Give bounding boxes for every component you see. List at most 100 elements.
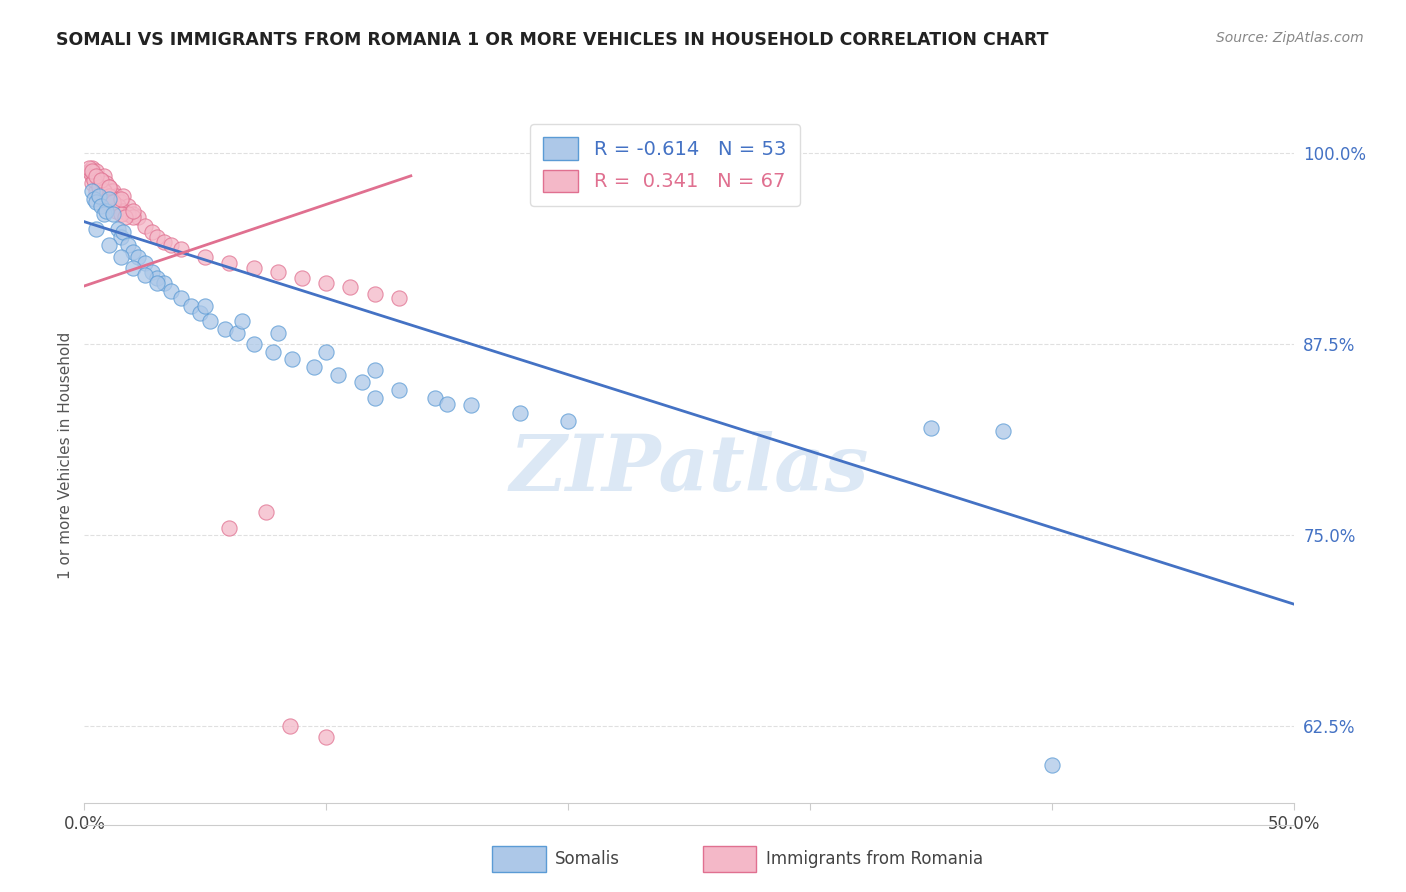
Point (315, 730, 337, 744)
Point (90, 188, 112, 202)
Point (87, 188, 110, 202)
Point (121, 204, 143, 219)
Point (121, 245, 143, 260)
Point (110, 192, 132, 206)
Point (281, 352, 304, 367)
Point (262, 344, 284, 359)
Point (114, 210, 136, 224)
Point (97, 237, 120, 252)
Point (509, 406, 531, 420)
Point (190, 306, 212, 320)
Point (100, 184, 122, 198)
Point (153, 276, 176, 290)
Point (103, 194, 125, 209)
Point (93, 184, 115, 198)
Point (315, 344, 337, 359)
Y-axis label: 1 or more Vehicles in Household: 1 or more Vehicles in Household (58, 331, 73, 579)
Point (117, 207, 139, 221)
Point (134, 219, 156, 234)
Point (267, 265, 290, 279)
Point (352, 376, 374, 390)
Point (83, 173, 105, 187)
Point (315, 276, 337, 290)
Point (339, 280, 361, 294)
Point (110, 207, 132, 221)
Point (97, 179, 120, 194)
Point (86, 194, 108, 209)
Point (194, 250, 217, 264)
Text: Somalis: Somalis (555, 850, 620, 868)
Point (363, 363, 385, 377)
Point (460, 398, 482, 412)
Point (141, 265, 163, 279)
Point (86, 164, 108, 178)
Point (77, 161, 100, 176)
Point (110, 230, 132, 244)
Point (97, 192, 120, 206)
Point (920, 421, 942, 435)
Legend: R = -0.614   N = 53, R =  0.341   N = 67: R = -0.614 N = 53, R = 0.341 N = 67 (530, 124, 800, 205)
Point (112, 226, 135, 240)
Point (121, 210, 143, 224)
Point (146, 276, 169, 290)
Point (93, 184, 115, 198)
Point (225, 326, 247, 341)
Point (153, 235, 176, 249)
Point (93, 169, 115, 183)
Point (97, 188, 120, 202)
Point (141, 226, 163, 240)
Point (94, 194, 117, 209)
Point (107, 192, 129, 206)
Point (214, 322, 236, 336)
Point (146, 230, 169, 244)
Point (104, 188, 127, 202)
Point (97, 179, 120, 194)
Point (127, 250, 149, 264)
Point (267, 326, 290, 341)
Point (80, 161, 103, 176)
Point (83, 173, 105, 187)
Point (103, 194, 125, 209)
Point (93, 207, 115, 221)
Point (112, 204, 135, 219)
Point (134, 268, 156, 283)
Point (146, 271, 169, 285)
Point (103, 184, 125, 198)
Text: ZIPatlas: ZIPatlas (509, 431, 869, 507)
Point (87, 179, 110, 194)
Point (198, 314, 221, 328)
Point (993, 424, 1015, 438)
Point (90, 173, 112, 187)
Point (388, 291, 411, 305)
Point (127, 210, 149, 224)
Point (170, 291, 193, 305)
Point (80, 177, 103, 191)
Point (194, 299, 217, 313)
Point (242, 260, 264, 275)
Point (557, 413, 579, 427)
Point (231, 314, 253, 328)
Point (328, 368, 350, 382)
Point (100, 199, 122, 213)
Point (180, 299, 202, 313)
Point (103, 207, 125, 221)
Point (86, 169, 108, 183)
Point (80, 184, 103, 198)
Point (388, 383, 411, 397)
Point (436, 397, 458, 411)
Point (110, 250, 132, 264)
Point (278, 719, 301, 733)
Point (94, 204, 117, 219)
Point (218, 256, 240, 270)
Point (117, 199, 139, 213)
Point (87, 179, 110, 194)
Point (160, 237, 183, 252)
Point (121, 260, 143, 275)
Text: SOMALI VS IMMIGRANTS FROM ROMANIA 1 OR MORE VEHICLES IN HOUSEHOLD CORRELATION CH: SOMALI VS IMMIGRANTS FROM ROMANIA 1 OR M… (56, 31, 1049, 49)
Point (363, 286, 385, 301)
Point (97, 188, 120, 202)
Point (121, 207, 143, 221)
Point (107, 199, 129, 213)
Point (134, 256, 156, 270)
Point (83, 192, 105, 206)
